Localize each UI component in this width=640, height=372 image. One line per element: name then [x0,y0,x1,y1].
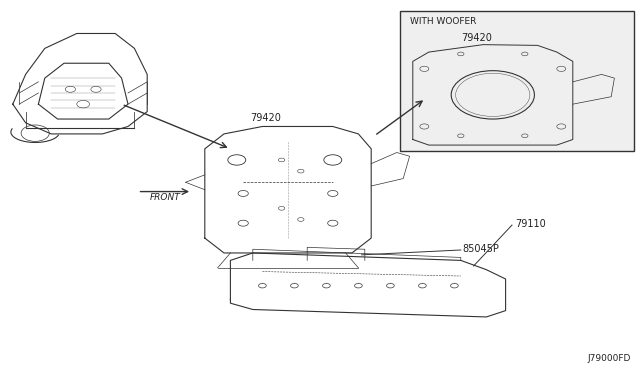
Text: WITH WOOFER: WITH WOOFER [410,17,476,26]
Text: J79000FD: J79000FD [587,354,630,363]
Text: 79420: 79420 [250,113,281,123]
Text: 79110: 79110 [515,219,546,229]
Text: 85045P: 85045P [463,244,500,254]
Bar [400,11,634,151]
Text: FRONT: FRONT [150,193,180,202]
Text: 79420: 79420 [461,33,492,43]
